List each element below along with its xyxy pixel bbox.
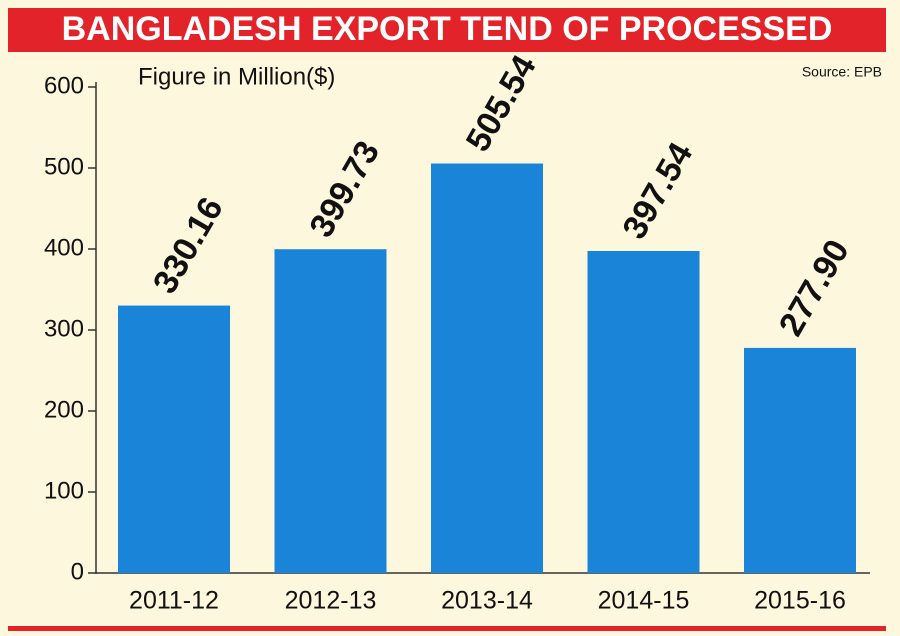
x-tick-label: 2012-13 [285,587,377,615]
bar [744,347,856,573]
bar [431,163,543,573]
subtitle: Figure in Million($) [138,63,335,90]
y-tick-label: 200 [44,396,84,423]
title-bar [8,8,886,52]
y-tick-label: 400 [44,234,84,261]
bottom-rule [8,626,886,631]
x-tick-label: 2015-16 [754,587,846,615]
source: Source: EPB [802,64,882,80]
y-tick-label: 600 [44,72,84,99]
x-tick-label: 2011-12 [129,587,219,615]
x-tick-label: 2013-14 [441,587,533,615]
y-tick-label: 0 [71,558,84,585]
y-tick-label: 500 [44,153,84,180]
bar [274,249,387,574]
y-tick-label: 100 [44,477,84,504]
chart-title: BANGLADESH EXPORT TEND OF PROCESSED [62,10,833,48]
y-tick-label: 300 [44,315,84,342]
bar [587,250,700,573]
bar [118,305,230,573]
x-tick-label: 2014-15 [598,587,690,615]
